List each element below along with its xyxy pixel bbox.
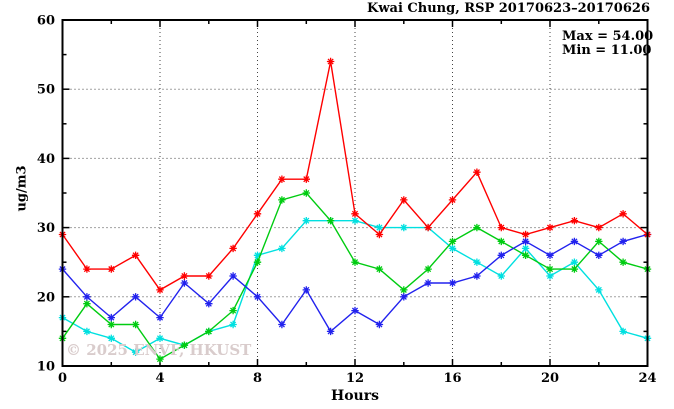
series-blue-markers: [58, 230, 652, 336]
max-annotation: Max = 54.00: [562, 29, 654, 44]
chart-title: Kwai Chung, RSP 20170623–20170626: [367, 1, 650, 16]
x-axis-title: Hours: [330, 388, 379, 404]
x-tick-label: 16: [443, 371, 461, 386]
x-tick-label: 4: [155, 371, 164, 386]
watermark: © 2025 ENVF, HKUST: [66, 341, 252, 359]
x-tick-label: 20: [541, 371, 559, 386]
y-axis-title: ug/m3: [14, 165, 30, 212]
series-red-line: [61, 61, 648, 291]
x-tick-label: 0: [58, 371, 67, 386]
x-tick-label: 8: [253, 371, 262, 386]
y-tick-label: 40: [37, 152, 55, 167]
series-red-markers: [58, 57, 652, 294]
series-cyan-markers: [58, 217, 652, 356]
y-tick-label: 50: [37, 83, 55, 98]
x-tick-label: 24: [638, 371, 656, 386]
plot-frame: [61, 19, 649, 367]
min-annotation: Min = 11.00: [562, 43, 652, 58]
y-tick-label: 10: [37, 360, 55, 375]
y-tick-label: 30: [37, 221, 55, 236]
y-tick-label: 20: [37, 290, 55, 305]
x-tick-label: 12: [346, 371, 364, 386]
y-tick-label: 60: [37, 14, 55, 29]
